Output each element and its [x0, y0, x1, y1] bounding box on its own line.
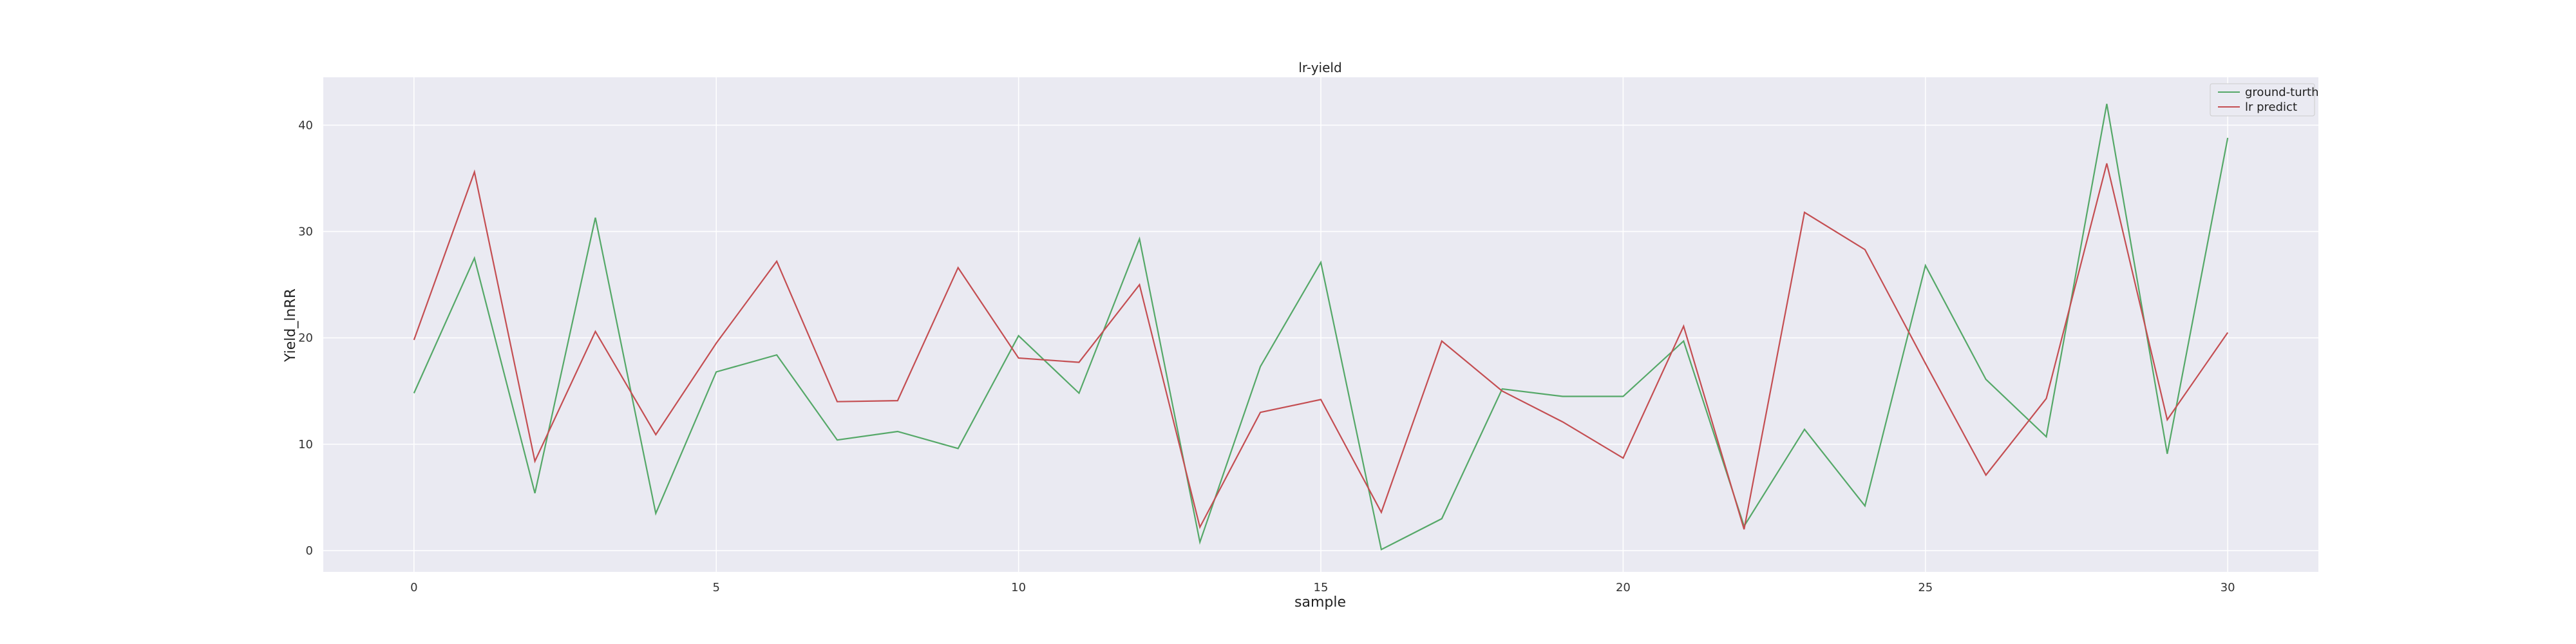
- legend-label-lr-predict: lr predict: [2245, 100, 2297, 114]
- y-tick-label: 20: [298, 332, 313, 345]
- y-tick-label: 30: [298, 225, 313, 238]
- x-axis-title: sample: [1294, 594, 1346, 611]
- grid-lines: [323, 77, 2318, 572]
- series-lines: [413, 104, 2229, 551]
- legend: ground-turth lr predict: [2210, 83, 2319, 117]
- x-tick-label: 20: [1616, 581, 1631, 594]
- series-line-lr-predict: [413, 163, 2229, 530]
- y-tick-label: 40: [298, 118, 313, 132]
- x-tick-label: 30: [2221, 581, 2235, 594]
- chart-title: lr-yield: [1298, 60, 1341, 75]
- series-line-ground-turth: [413, 104, 2229, 551]
- y-tick-label: 10: [298, 438, 313, 451]
- y-axis-title: Yield_lnRR: [283, 289, 299, 363]
- x-tick-labels: 0 5 10 15 20 25 30: [410, 581, 2235, 594]
- x-tick-label: 10: [1011, 581, 1026, 594]
- y-tick-label: 0: [306, 544, 313, 558]
- x-tick-label: 25: [1918, 581, 1933, 594]
- x-tick-label: 15: [1314, 581, 1329, 594]
- y-tick-labels: 0 10 20 30 40: [298, 118, 313, 558]
- x-tick-label: 0: [410, 581, 417, 594]
- x-tick-label: 5: [712, 581, 719, 594]
- legend-label-ground-turth: ground-turth: [2245, 86, 2319, 99]
